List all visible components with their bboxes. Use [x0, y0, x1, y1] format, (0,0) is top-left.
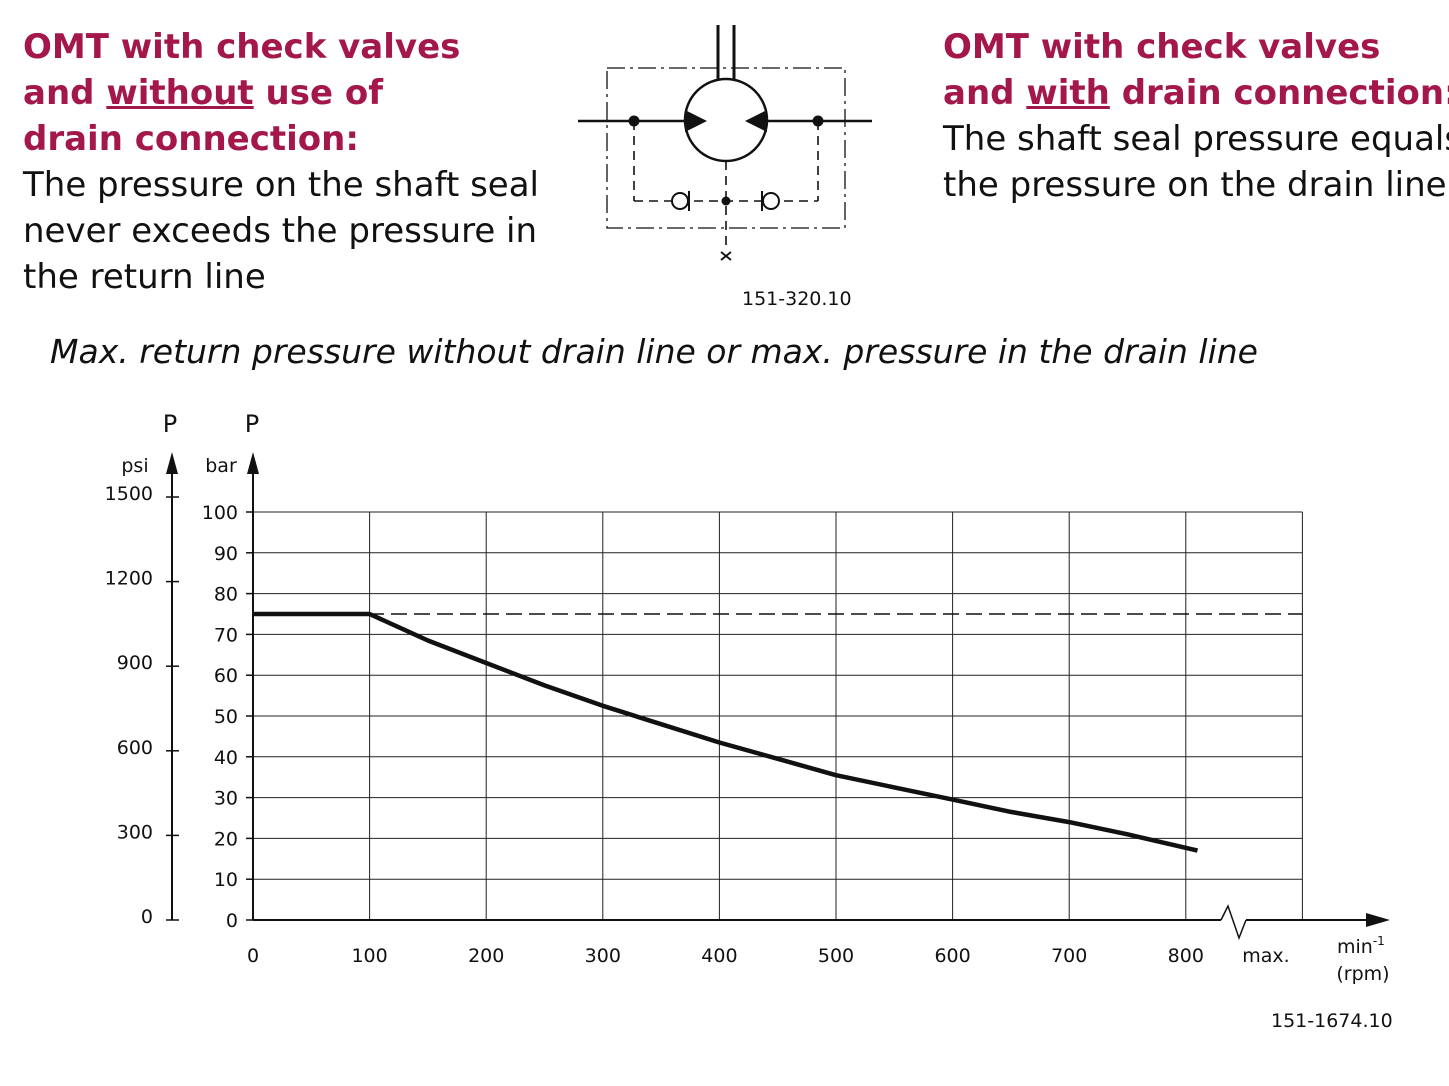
right-body-line1: The shaft seal pressure equals	[943, 119, 1449, 159]
bar-tick-label-50: 50	[214, 706, 238, 728]
psi-tick-label-900: 900	[117, 652, 153, 674]
bar-axis-unit: bar	[205, 455, 237, 477]
bar-tick-label-60: 60	[214, 665, 238, 687]
bar-tick-label-90: 90	[214, 543, 238, 565]
bar-tick-label-80: 80	[214, 584, 238, 606]
left-body-line3: the return line	[23, 257, 266, 297]
psi-tick-label-1200: 1200	[105, 568, 153, 590]
bar-tick-label-100: 100	[202, 502, 238, 524]
psi-axis-unit: psi	[121, 455, 148, 477]
x-tick-label-800: 800	[1168, 945, 1204, 967]
bar-tick-label-0: 0	[226, 910, 238, 932]
x-tick-label-200: 200	[468, 945, 504, 967]
psi-tick-label-300: 300	[117, 821, 153, 843]
bar-tick-label-30: 30	[214, 788, 238, 810]
x-tick-label-100: 100	[351, 945, 387, 967]
x-axis-label-rpm: (rpm)	[1336, 963, 1389, 985]
bar-axis-symbol: P	[245, 410, 259, 438]
diagram-figure-id: 151-320.10	[742, 288, 852, 310]
x-tick-label-0: 0	[247, 945, 259, 967]
psi-axis-symbol: P	[163, 410, 177, 438]
chart-figure-id: 151-1674.10	[1271, 1010, 1393, 1032]
left-heading-emphasis: without	[106, 73, 254, 113]
right-heading-line2-pre: and	[943, 73, 1027, 113]
x-tick-label-600: 600	[934, 945, 970, 967]
bar-tick-label-20: 20	[214, 828, 238, 850]
left-heading-line2-pre: and	[23, 73, 107, 113]
right-heading-line2-post: drain connection:	[1109, 73, 1449, 113]
series-max-pressure-curve	[253, 611, 1199, 853]
x-tick-label-700: 700	[1051, 945, 1087, 967]
bar-tick-label-70: 70	[214, 624, 238, 646]
left-heading-line1: OMT with check valves	[23, 27, 461, 67]
x-tick-label-500: 500	[818, 945, 854, 967]
right-body-line2: the pressure on the drain line.	[943, 165, 1449, 205]
right-text-block: OMT with check valves and with drain con…	[943, 24, 1449, 208]
bar-axis-arrow-icon	[247, 452, 259, 474]
psi-tick-label-600: 600	[117, 737, 153, 759]
x-tick-label-300: 300	[585, 945, 621, 967]
left-heading-line3: drain connection:	[23, 119, 359, 159]
right-heading-line1: OMT with check valves	[943, 27, 1381, 67]
x-axis-arrow-icon	[1366, 913, 1390, 927]
right-heading-emphasis: with	[1026, 73, 1110, 113]
x-max-label: max.	[1242, 945, 1289, 967]
bar-tick-label-10: 10	[214, 869, 238, 891]
left-heading-line2-post: use of	[253, 73, 384, 113]
bar-tick-label-40: 40	[214, 747, 238, 769]
x-axis-label-unit: min-1	[1337, 934, 1385, 958]
left-body-line2: never exceeds the pressure in	[23, 211, 538, 251]
psi-tick-label-0: 0	[141, 906, 153, 928]
psi-axis-arrow-icon	[166, 452, 178, 474]
x-tick-label-400: 400	[701, 945, 737, 967]
psi-tick-label-1500: 1500	[105, 483, 153, 505]
right-heading-line2: and with drain connection:	[943, 70, 1449, 116]
x-axis-break-icon	[1220, 904, 1247, 941]
left-body-line1: The pressure on the shaft seal	[23, 165, 539, 205]
left-text-block: OMT with check valves and without use of…	[23, 24, 539, 300]
chart-title: Max. return pressure without drain line …	[50, 332, 1258, 371]
left-heading-line2: and without use of	[23, 70, 539, 116]
